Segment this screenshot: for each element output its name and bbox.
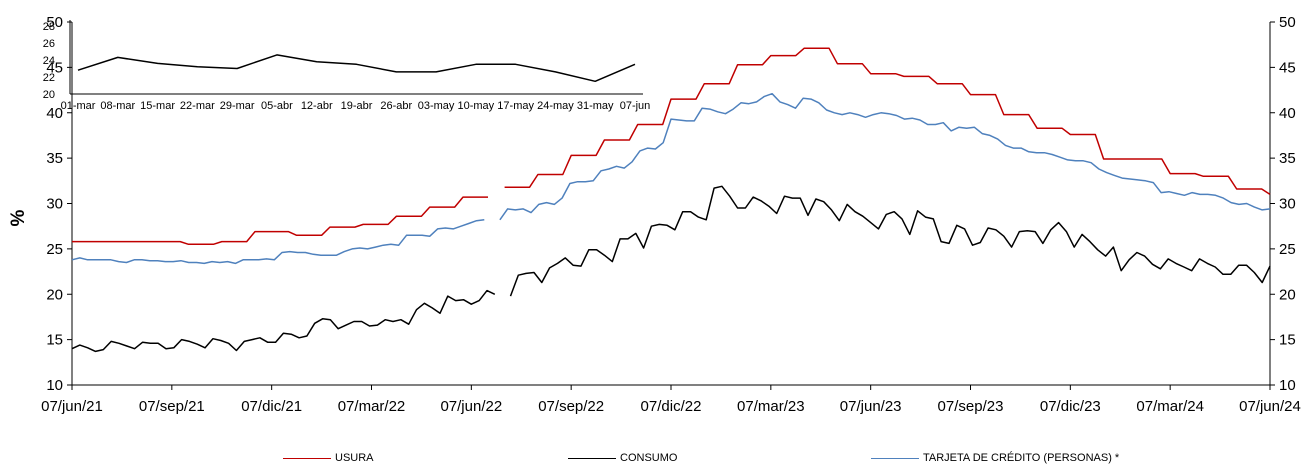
series-line-tarjeta-de-cr-dito-personas: [71, 92, 1271, 265]
inset-x-tick-label: 05-abr: [261, 100, 293, 112]
inset-y-tick-label: 24: [43, 55, 55, 67]
x-tick-label: 07/sep/21: [139, 398, 205, 415]
inset-x-tick-label: 22-mar: [180, 100, 215, 112]
inset-x-tick-label: 19-abr: [341, 100, 373, 112]
inset-x-tick-label: 15-mar: [140, 100, 175, 112]
x-tick-label: 07/mar/24: [1136, 398, 1204, 415]
legend-label-usura: USURA: [335, 452, 374, 464]
x-tick-label: 07/jun/21: [41, 398, 103, 415]
main-chart: 10 10 15 15 20 20 25 25 30 30 35 35 40 40 45 45 50 50 07/j…: [41, 14, 1301, 415]
x-tick-label: 07/jun/22: [440, 398, 502, 415]
y-tick-label-right: 40: [1279, 105, 1296, 122]
legend-swatch-tarjeta: [871, 457, 919, 459]
y-tick-label-left: 35: [46, 150, 63, 167]
y-tick-label-right: 50: [1279, 14, 1296, 31]
y-tick-label-right: 30: [1279, 196, 1296, 213]
inset-y-tick-label: 26: [43, 38, 55, 50]
legend-item-usura: USURA: [283, 452, 374, 464]
inset-x-tick-label: 07-jun: [620, 100, 651, 112]
y-tick-label-left: 20: [46, 286, 63, 303]
inset-x-tick-label: 24-may: [537, 100, 574, 112]
legend-swatch-usura: [283, 457, 331, 459]
y-tick-label-left: 45: [46, 59, 63, 76]
inset-x-tick-label: 26-abr: [380, 100, 412, 112]
inset-x-tick-label: 12-abr: [301, 100, 333, 112]
x-tick-label: 07/mar/22: [338, 398, 406, 415]
y-tick-label-right: 45: [1279, 59, 1296, 76]
inset-y-tick-label: 22: [43, 72, 55, 84]
y-tick-label-right: 20: [1279, 286, 1296, 303]
y-tick-label-right: 35: [1279, 150, 1296, 167]
legend-label-tarjeta: TARJETA DE CRÉDITO (PERSONAS) *: [923, 452, 1120, 464]
series-line-consumo: [71, 185, 1271, 353]
legend-swatch-consumo: [568, 457, 616, 459]
inset-x-tick-label: 08-mar: [100, 100, 135, 112]
y-tick-label-left: 50: [46, 14, 63, 31]
y-tick-label-right: 15: [1279, 332, 1296, 349]
inset-chart: 20 22 24 26 28 01-mar 08-mar 15-mar 22-mar 29-mar…: [43, 20, 651, 112]
x-tick-label: 07/sep/23: [938, 398, 1004, 415]
legend-label-consumo: CONSUMO: [620, 452, 678, 464]
x-tick-label: 07/sep/22: [538, 398, 604, 415]
x-tick-label: 07/mar/23: [737, 398, 805, 415]
inset-x-tick-label: 31-may: [577, 100, 614, 112]
x-tick-label: 07/jun/23: [840, 398, 902, 415]
y-axis-label-main: %: [8, 209, 29, 226]
inset-series-line-0: [77, 54, 636, 83]
y-tick-label-left: 15: [46, 332, 63, 349]
x-tick-label: 07/dic/21: [241, 398, 302, 415]
series-line-usura: [72, 47, 1271, 246]
x-tick-label: 07/dic/22: [641, 398, 702, 415]
x-tick-label: 07/dic/23: [1040, 398, 1101, 415]
inset-x-tick-label: 17-may: [497, 100, 534, 112]
inset-x-tick-label: 01-mar: [61, 100, 96, 112]
y-tick-label-left: 25: [46, 241, 63, 258]
y-tick-label-right: 10: [1279, 377, 1296, 394]
inset-x-tick-label: 03-may: [418, 100, 455, 112]
x-tick-label: 07/jun/24: [1239, 398, 1301, 415]
inset-y-tick-label: 20: [43, 89, 55, 101]
legend-item-tarjeta: TARJETA DE CRÉDITO (PERSONAS) *: [871, 452, 1119, 464]
legend-item-consumo: CONSUMO: [568, 452, 677, 464]
y-tick-label-left: 40: [46, 105, 63, 122]
inset-y-tick-label: 28: [43, 21, 55, 33]
y-tick-label-left: 30: [46, 196, 63, 213]
inset-x-tick-label: 29-mar: [220, 100, 255, 112]
y-tick-label-left: 10: [46, 377, 63, 394]
inset-x-tick-label: 10-may: [458, 100, 495, 112]
y-tick-label-right: 25: [1279, 241, 1296, 258]
